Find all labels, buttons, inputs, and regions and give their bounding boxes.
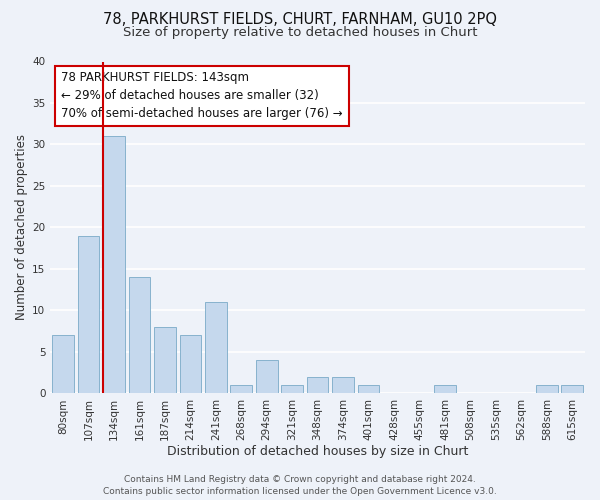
Bar (256, 360, 278, 394)
Bar (358, 385, 379, 394)
X-axis label: Distribution of detached houses by size in Churt: Distribution of detached houses by size … (167, 444, 469, 458)
Bar (434, 385, 456, 394)
Bar (230, 385, 252, 394)
Bar (179, 336, 201, 394)
Y-axis label: Number of detached properties: Number of detached properties (15, 134, 28, 320)
Text: Contains HM Land Registry data © Crown copyright and database right 2024.
Contai: Contains HM Land Registry data © Crown c… (103, 475, 497, 496)
Text: 78 PARKHURST FIELDS: 143sqm
← 29% of detached houses are smaller (32)
70% of sem: 78 PARKHURST FIELDS: 143sqm ← 29% of det… (61, 72, 343, 120)
Bar (562, 385, 583, 394)
Bar (154, 327, 176, 394)
Bar (77, 236, 99, 394)
Bar (307, 377, 328, 394)
Text: 78, PARKHURST FIELDS, CHURT, FARNHAM, GU10 2PQ: 78, PARKHURST FIELDS, CHURT, FARNHAM, GU… (103, 12, 497, 28)
Bar (281, 385, 303, 394)
Text: Size of property relative to detached houses in Churt: Size of property relative to detached ho… (123, 26, 477, 39)
Bar (128, 277, 150, 394)
Bar (332, 377, 354, 394)
Bar (103, 136, 125, 394)
Bar (52, 336, 74, 394)
Bar (536, 385, 557, 394)
Bar (205, 302, 227, 394)
